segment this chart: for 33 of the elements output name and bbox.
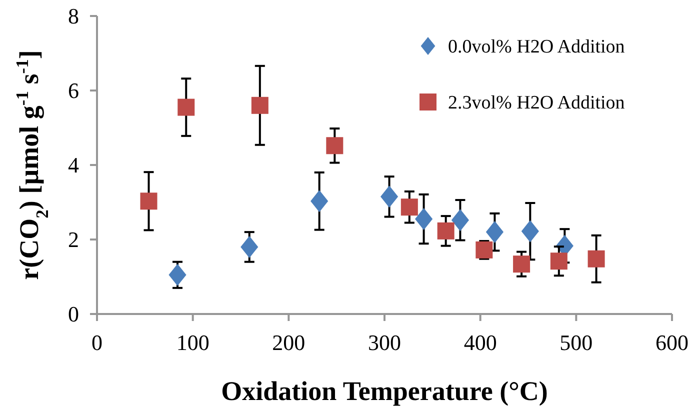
point — [550, 252, 568, 270]
point — [400, 198, 418, 216]
x-tick-label: 500 — [560, 330, 593, 355]
y-tick-label: 2 — [68, 227, 79, 252]
point — [513, 256, 530, 273]
y-tick-label: 4 — [68, 152, 79, 178]
point — [168, 264, 186, 286]
point — [414, 208, 433, 230]
point — [140, 192, 158, 210]
point — [326, 137, 344, 154]
x-tick-label: 100 — [176, 330, 210, 355]
x-tick-label: 200 — [272, 330, 306, 355]
point — [451, 209, 470, 232]
y-tick-label: 8 — [68, 4, 79, 29]
y-tick-label: 6 — [68, 78, 79, 104]
point — [240, 236, 258, 258]
point — [310, 190, 328, 212]
point — [251, 96, 268, 114]
legend-label: 2.3vol% H2O Addition — [448, 92, 626, 114]
point — [486, 221, 504, 244]
point — [437, 222, 454, 240]
x-tick-label: 400 — [464, 330, 497, 355]
x-tick-label: 300 — [368, 330, 401, 355]
point — [178, 98, 195, 116]
point — [588, 250, 605, 268]
x-tick-label: 0 — [92, 330, 102, 355]
point — [380, 186, 398, 208]
y-tick-label: 0 — [68, 302, 79, 327]
x-tick-label: 600 — [656, 330, 688, 355]
legend-label: 0.0vol% H2O Addition — [448, 36, 626, 58]
point — [521, 220, 539, 242]
point — [476, 241, 493, 258]
x-axis-title: Oxidation Temperature (°C) — [221, 376, 548, 406]
